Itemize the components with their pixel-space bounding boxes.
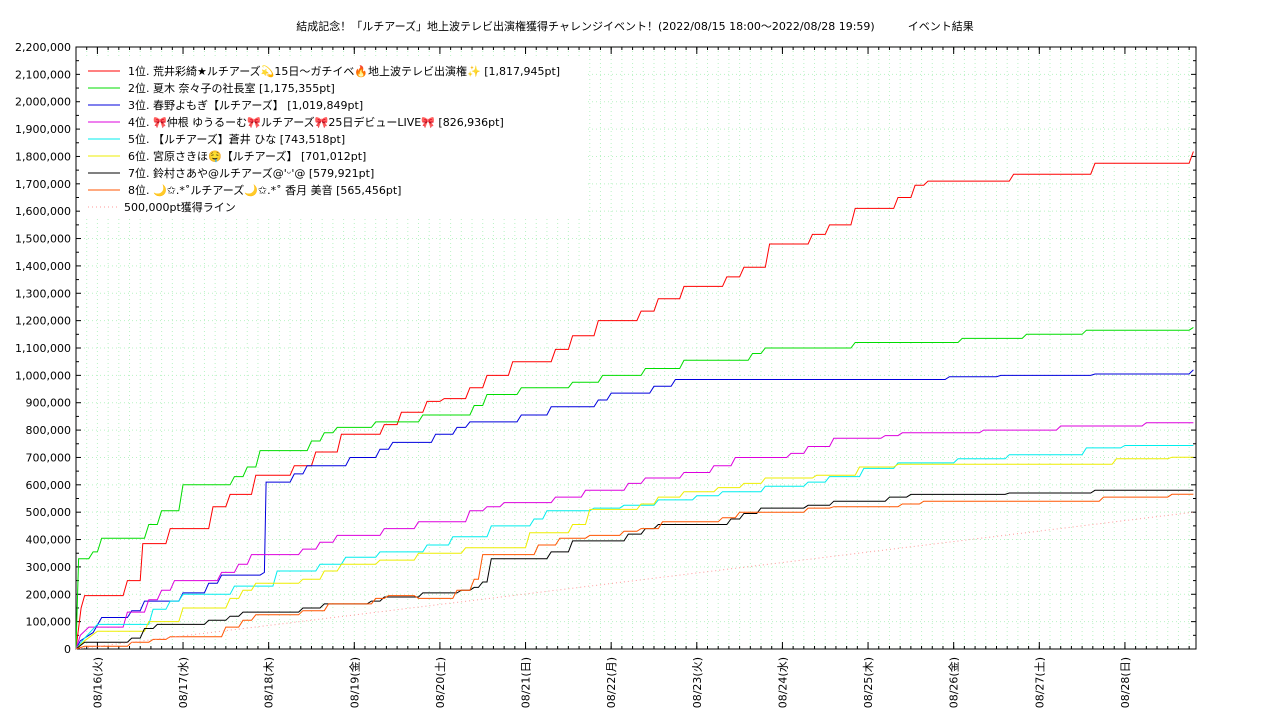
y-tick-label: 300,000 <box>26 561 72 574</box>
y-tick-label: 1,800,000 <box>15 150 71 163</box>
y-tick-label: 1,100,000 <box>15 342 71 355</box>
series-line-2 <box>75 326 1194 650</box>
y-tick-label: 2,200,000 <box>15 41 71 54</box>
x-tick-label: 08/17(水) <box>177 657 190 708</box>
chart-title: 結成記念！「ルチアーズ」地上波テレビ出演権獲得チャレンジイベント！(2022/0… <box>296 19 973 33</box>
legend-box <box>80 57 585 217</box>
y-tick-label: 1,200,000 <box>15 315 71 328</box>
x-tick-label: 08/26(金) <box>947 657 961 708</box>
series-line-1 <box>75 151 1194 650</box>
legend-label-9: 500,000pt獲得ライン <box>124 201 236 214</box>
y-tick-label: 1,300,000 <box>15 287 71 300</box>
x-tick-label: 08/21(日) <box>520 657 533 708</box>
y-tick-label: 0 <box>64 643 71 656</box>
y-tick-label: 400,000 <box>26 534 72 547</box>
y-tick-label: 1,900,000 <box>15 123 71 136</box>
legend-label-3: 3位. 春野よもぎ【ルチアーズ】 [1,019,849pt] <box>128 98 363 112</box>
series-line-7 <box>75 489 1194 650</box>
legend-label-1: 1位. 荒井彩綺★ルチアーズ💫15日〜ガチイベ🔥地上波テレビ出演権✨ [1,81… <box>128 64 560 79</box>
y-tick-label: 2,100,000 <box>15 68 71 81</box>
y-tick-label: 1,700,000 <box>15 178 71 191</box>
y-tick-label: 700,000 <box>26 451 72 464</box>
axes: 0 100,000 200,000 300,000 400,000 500,000 600,… <box>15 41 1197 708</box>
legend-label-7: 7位. 鈴村さあや@ルチアーズ@'ᵕ'@ [579,921pt] <box>128 166 374 180</box>
legend-label-5: 5位. 【ルチアーズ】蒼井 ひな [743,518pt] <box>128 132 345 146</box>
legend-label-8: 8位. 🌙✩.*˚ルチアーズ🌙✩.*˚ 香月 美音 [565,456pt] <box>128 183 401 197</box>
x-tick-label: 08/27(土) <box>1033 657 1046 708</box>
y-tick-label: 1,500,000 <box>15 233 71 246</box>
x-tick-label: 08/19(金) <box>347 657 361 708</box>
x-tick-label: 08/24(水) <box>776 657 789 708</box>
series-line-4 <box>75 422 1194 650</box>
series-line-8 <box>75 493 1194 650</box>
y-tick-label: 1,600,000 <box>15 205 71 218</box>
legend: 1位. 荒井彩綺★ルチアーズ💫15日〜ガチイベ🔥地上波テレビ出演権✨ [1,81… <box>80 57 585 217</box>
x-tick-label: 08/28(日) <box>1119 657 1132 708</box>
y-tick-label: 500,000 <box>26 506 72 519</box>
x-tick-label: 08/22(月) <box>605 657 618 708</box>
y-tick-label: 100,000 <box>26 616 72 629</box>
y-tick-label: 600,000 <box>26 479 72 492</box>
series-line-9 <box>75 511 1194 650</box>
y-tick-label: 1,000,000 <box>15 369 71 382</box>
series-line-6 <box>75 456 1194 650</box>
series-lines <box>75 151 1194 650</box>
y-tick-label: 200,000 <box>26 588 72 601</box>
x-tick-label: 08/20(土) <box>434 657 447 708</box>
legend-label-6: 6位. 宮原さきほ🤤【ルチアーズ】 [701,012pt] <box>128 149 366 163</box>
x-tick-label: 08/23(火) <box>691 657 704 708</box>
y-tick-label: 1,400,000 <box>15 260 71 273</box>
legend-label-4: 4位. 🎀仲根 ゆうるーむ🎀ルチアーズ🎀25日デビューLIVE🎀 [826,93… <box>128 115 504 129</box>
y-tick-label: 900,000 <box>26 397 72 410</box>
y-tick-label: 2,000,000 <box>15 96 71 109</box>
x-tick-label: 08/16(火) <box>91 657 104 708</box>
x-tick-label: 08/25(木) <box>862 657 875 708</box>
legend-label-2: 2位. 夏木 奈々子の社長室 [1,175,355pt] <box>128 81 335 95</box>
x-tick-label: 08/18(木) <box>263 657 276 708</box>
y-tick-label: 800,000 <box>26 424 72 437</box>
